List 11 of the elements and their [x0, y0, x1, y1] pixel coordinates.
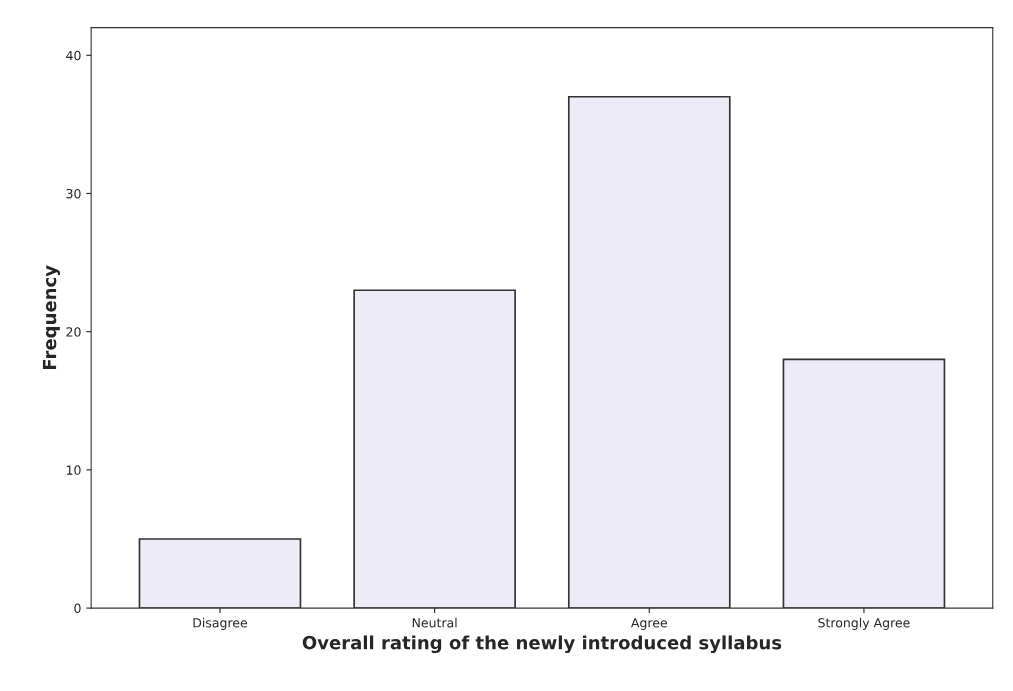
y-tick-label: 10	[66, 465, 81, 475]
y-tick-label: 0	[74, 603, 81, 614]
y-axis-title: Frequency	[42, 265, 60, 370]
x-tick-label: Neutral	[412, 617, 457, 628]
y-tick-label: 20	[66, 327, 81, 337]
y-tick-label: 40	[66, 50, 81, 61]
x-axis-title: Overall rating of the newly introduced syllabus	[302, 635, 782, 654]
x-tick-label: Agree	[631, 618, 667, 630]
x-tick-label: Strongly Agree	[818, 617, 910, 630]
y-tick-label: 30	[66, 188, 81, 199]
x-tick-label: Disagree	[193, 617, 248, 630]
